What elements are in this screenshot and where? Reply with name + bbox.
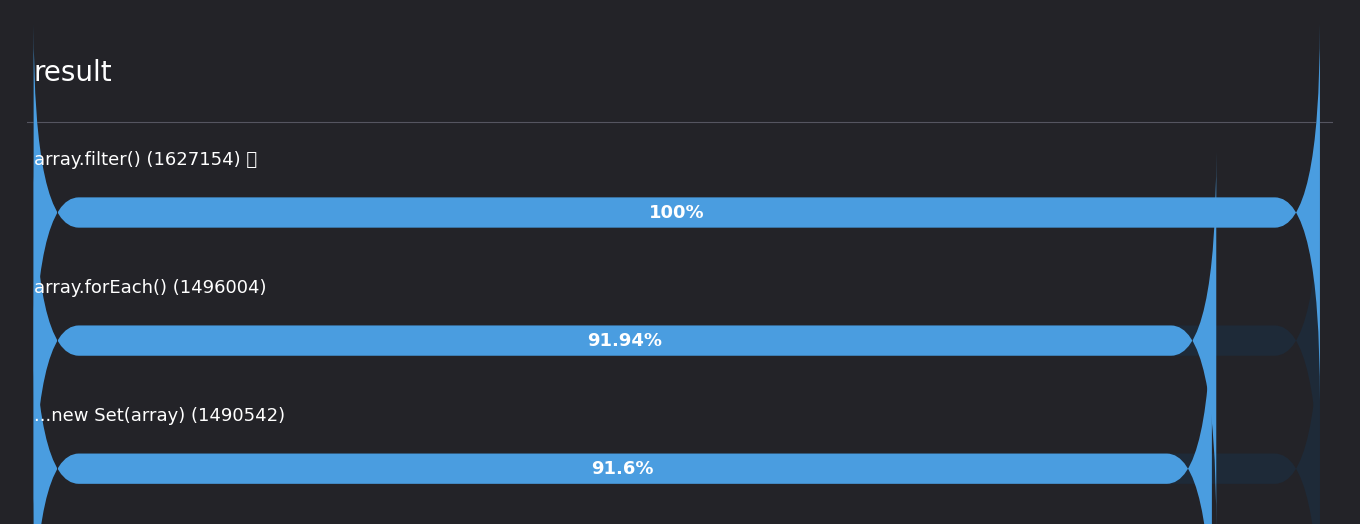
Text: ...new Set(array) (1490542): ...new Set(array) (1490542) [34,407,284,425]
FancyBboxPatch shape [34,280,1321,524]
FancyBboxPatch shape [34,152,1321,524]
Text: array.filter() (1627154) 🏆: array.filter() (1627154) 🏆 [34,151,257,169]
Text: array.forEach() (1496004): array.forEach() (1496004) [34,279,267,297]
Text: 91.6%: 91.6% [592,460,654,478]
FancyBboxPatch shape [34,24,1321,401]
FancyBboxPatch shape [34,152,1216,524]
Text: result: result [34,59,113,88]
Text: 100%: 100% [649,203,704,222]
Text: 91.94%: 91.94% [588,332,662,350]
FancyBboxPatch shape [34,24,1321,401]
FancyBboxPatch shape [34,280,1212,524]
